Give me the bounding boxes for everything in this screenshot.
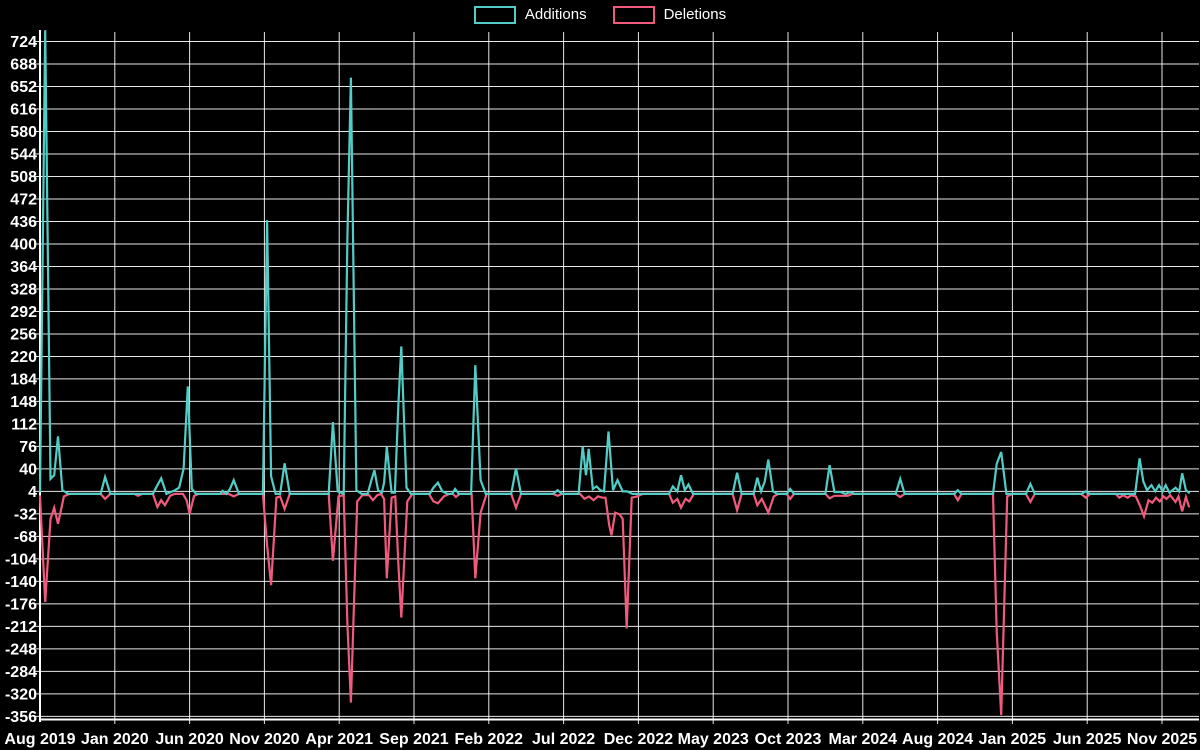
series-line-additions (38, 30, 1191, 496)
x-tick-label: Aug 2019 (4, 731, 75, 748)
y-tick-label: 436 (10, 214, 37, 231)
y-tick-label: 364 (10, 259, 37, 276)
x-tick-label: Jun 2025 (1053, 731, 1122, 748)
series-lines (38, 30, 1191, 716)
y-tick-label: 580 (10, 124, 37, 141)
x-tick-label: Dec 2022 (604, 731, 673, 748)
x-tick-label: Sep 2021 (379, 731, 448, 748)
y-tick-label: 688 (10, 56, 37, 73)
y-tick-label: -356 (5, 709, 37, 726)
y-tick-label: -176 (5, 596, 37, 613)
y-tick-label: 292 (10, 304, 37, 321)
y-tick-label: -140 (5, 574, 37, 591)
y-tick-label: 616 (10, 101, 37, 118)
y-tick-label: -320 (5, 686, 37, 703)
legend-swatch-additions (473, 6, 516, 24)
x-tick-label: Jan 2020 (81, 731, 149, 748)
x-tick-label: Mar 2024 (829, 731, 898, 748)
y-tick-label: 76 (19, 439, 37, 456)
gridlines (34, 32, 1199, 724)
x-tick-label: Jul 2022 (532, 731, 595, 748)
y-tick-label: 148 (10, 394, 37, 411)
chart-legend: Additions Deletions (0, 6, 1200, 24)
x-tick-label: May 2023 (678, 731, 749, 748)
axis-labels: 724 688 652 616 580 544 508 472 436 400 364 328 292 2… (4, 34, 1197, 748)
y-tick-label: -68 (14, 529, 37, 546)
series-line-deletions (38, 492, 1191, 716)
y-tick-label: -284 (5, 664, 37, 681)
y-tick-label: 652 (10, 79, 37, 96)
axes (39, 30, 1199, 722)
y-tick-label: 724 (10, 34, 37, 51)
y-tick-label: 544 (10, 146, 37, 163)
y-tick-label: 328 (10, 281, 37, 298)
legend-item-deletions[interactable]: Deletions (612, 6, 727, 24)
y-tick-label: 40 (19, 461, 37, 478)
x-tick-label: Oct 2023 (755, 731, 822, 748)
y-tick-label: 4 (28, 484, 37, 501)
y-tick-label: 508 (10, 169, 37, 186)
legend-label: Deletions (663, 6, 727, 23)
y-tick-label: -32 (14, 506, 37, 523)
y-tick-label: 400 (10, 236, 37, 253)
x-tick-label: Feb 2022 (455, 731, 524, 748)
y-tick-label: 472 (10, 191, 37, 208)
legend-label: Additions (524, 6, 587, 23)
x-tick-label: Jan 2025 (979, 731, 1047, 748)
y-tick-label: 184 (10, 371, 37, 388)
y-tick-label: -248 (5, 641, 37, 658)
legend-swatch-deletions (612, 6, 655, 24)
x-tick-label: Jun 2020 (155, 731, 224, 748)
legend-item-additions[interactable]: Additions (473, 6, 587, 24)
y-tick-label: 256 (10, 326, 37, 343)
x-tick-label: Aug 2024 (902, 731, 973, 748)
y-tick-label: 112 (11, 416, 37, 433)
y-tick-label: -212 (5, 619, 37, 636)
x-tick-label: Nov 2025 (1127, 731, 1197, 748)
x-tick-label: Nov 2020 (229, 731, 299, 748)
x-tick-label: Apr 2021 (305, 731, 373, 748)
y-tick-label: 220 (10, 349, 37, 366)
y-tick-label: -104 (5, 551, 37, 568)
